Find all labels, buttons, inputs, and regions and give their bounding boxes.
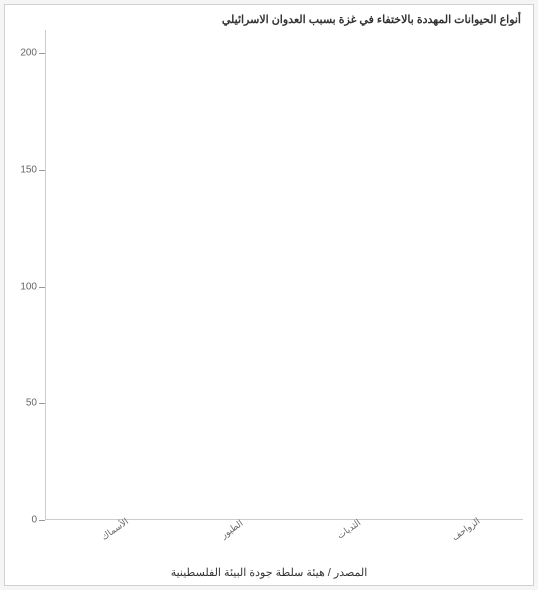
y-axis: 050100150200 [5,30,45,520]
chart-source: المصدر / هيئة سلطة جودة البيئة الفلسطيني… [5,566,533,579]
bars-group [45,30,523,520]
y-tick-label: 100 [20,281,37,292]
x-axis-labels: الأسماكالطيورالثدياتالزواحف [45,520,523,555]
chart-container: أنواع الحيوانات المهددة بالاختفاء في غزة… [4,4,534,586]
y-tick-label: 150 [20,165,37,176]
y-tick-label: 0 [31,515,37,526]
y-tick-label: 200 [20,48,37,59]
chart-title: أنواع الحيوانات المهددة بالاختفاء في غزة… [222,13,521,26]
plot-area [45,30,523,520]
y-tick-label: 50 [26,398,37,409]
